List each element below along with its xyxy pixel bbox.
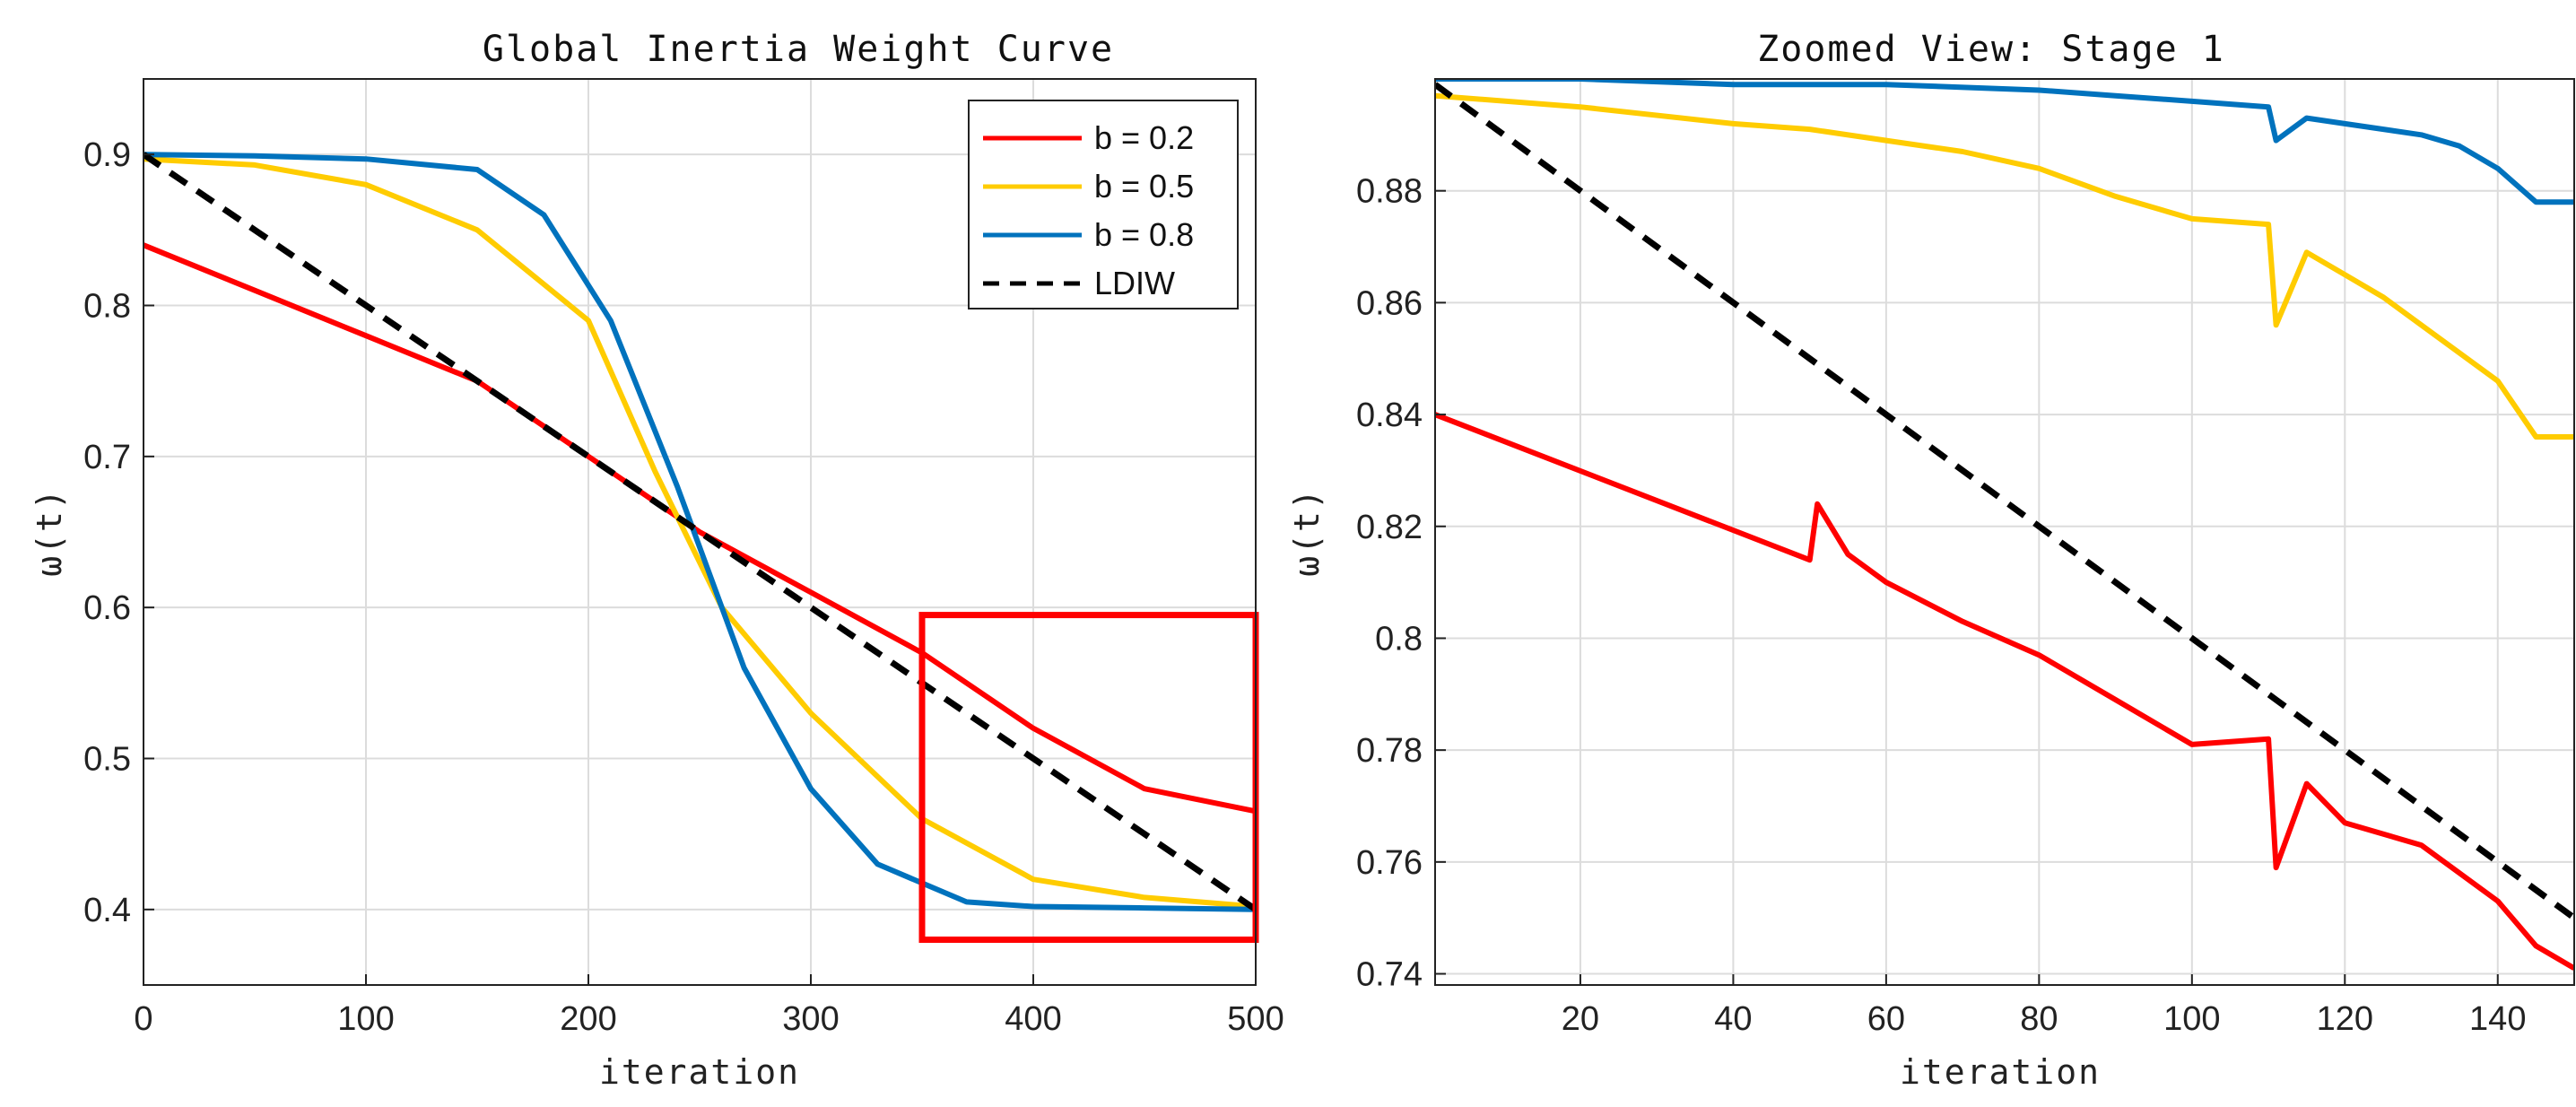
zoomed-xtick-label: 40 [1714,1000,1752,1038]
zoomed-ytick-label: 0.76 [1356,844,1423,882]
global-ytick-label: 0.7 [83,439,131,476]
legend-label-b05: b = 0.5 [1094,168,1194,205]
zoomed-xtick-label: 100 [2163,1000,2220,1038]
global-chart-ylabel: ω(t) [30,487,69,577]
zoomed-ytick-label: 0.78 [1356,732,1423,770]
global-series-b-0-2 [144,242,1256,815]
zoomed-chart-xlabel: iteration [1900,1052,2101,1092]
zoomed-series-b-0-5 [1435,92,2574,440]
zoomed-ytick-label: 0.88 [1356,173,1423,211]
zoomed-ytick-label: 0.86 [1356,284,1423,322]
zoomed-series-b-0-2 [1435,412,2574,971]
global-xtick-label: 500 [1227,1000,1284,1038]
zoomed-chart-title: Zoomed View: Stage 1 [1757,29,2225,70]
zoomed-xtick-label: 80 [2020,1000,2058,1038]
zoomed-xtick-label: 140 [2469,1000,2526,1038]
global-chart: Global Inertia Weight Curve 0 100 200 300 40… [30,29,1284,1092]
legend-label-b02: b = 0.2 [1094,119,1194,156]
zoomed-xtick-label: 20 [1562,1000,1599,1038]
zoomed-ytick-label: 0.82 [1356,509,1423,546]
zoomed-xtick-label: 120 [2317,1000,2373,1038]
global-ytick-label: 0.8 [83,288,131,326]
global-ytick-label: 0.4 [83,892,131,929]
legend-label-ldiw: LDIW [1094,265,1175,301]
zoomed-series-b-0-8 [1435,79,2574,205]
zoomed-chart-ticks: 20 40 60 80 100 120 140 0.74 0.76 0.78 0.8 0.82 0.84… [1356,173,2526,1038]
zoomed-ytick-label: 0.84 [1356,397,1423,434]
legend-box [968,100,1239,309]
zoomed-chart-axes-frame [1434,78,2575,986]
zoomed-chart-grid [1435,79,2574,985]
global-chart-legend: b = 0.2 b = 0.5 b = 0.8 LDIW [968,100,1239,309]
global-chart-xlabel: iteration [599,1052,800,1092]
global-chart-axes-frame [143,78,1257,986]
global-xtick-label: 400 [1005,1000,1061,1038]
global-ytick-label: 0.5 [83,741,131,779]
zoomed-ytick-label: 0.74 [1356,956,1423,994]
zoomed-chart-ylabel: ω(t) [1287,487,1327,577]
legend-label-b08: b = 0.8 [1094,216,1194,253]
global-ytick-label: 0.9 [83,136,131,174]
zoomed-chart-series [1435,79,2574,971]
global-ytick-label: 0.6 [83,589,131,627]
global-xtick-label: 100 [337,1000,394,1038]
zoomed-xtick-label: 60 [1867,1000,1905,1038]
global-chart-title: Global Inertia Weight Curve [483,29,1114,70]
global-chart-ticks: 0 100 200 300 400 500 0.4 0.5 0.6 0.7 0.8 0.9 [83,136,1284,1038]
global-xtick-label: 200 [560,1000,616,1038]
global-series-b-0-8 [144,152,1256,912]
global-series-b-0-5 [144,156,1256,910]
global-xtick-label: 300 [782,1000,839,1038]
global-chart-series [144,152,1256,912]
zoomed-series-ldiw [1435,82,2574,921]
zoomed-ytick-label: 0.8 [1375,620,1423,658]
global-xtick-label: 0 [134,1000,152,1038]
zoomed-chart: Zoomed View: Stage 1 20 40 60 80 100 120 140 0.… [1287,29,2575,1092]
